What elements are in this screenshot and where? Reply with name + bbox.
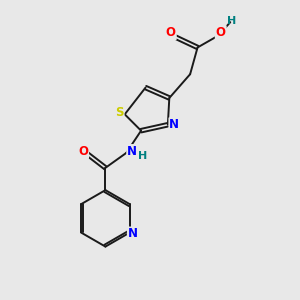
Text: N: N bbox=[128, 227, 138, 241]
Text: H: H bbox=[227, 16, 236, 26]
Text: O: O bbox=[216, 26, 226, 39]
Text: N: N bbox=[127, 145, 137, 158]
Text: N: N bbox=[169, 118, 179, 131]
Text: O: O bbox=[166, 26, 176, 39]
Text: H: H bbox=[138, 151, 147, 161]
Text: S: S bbox=[115, 106, 124, 119]
Text: O: O bbox=[78, 145, 88, 158]
